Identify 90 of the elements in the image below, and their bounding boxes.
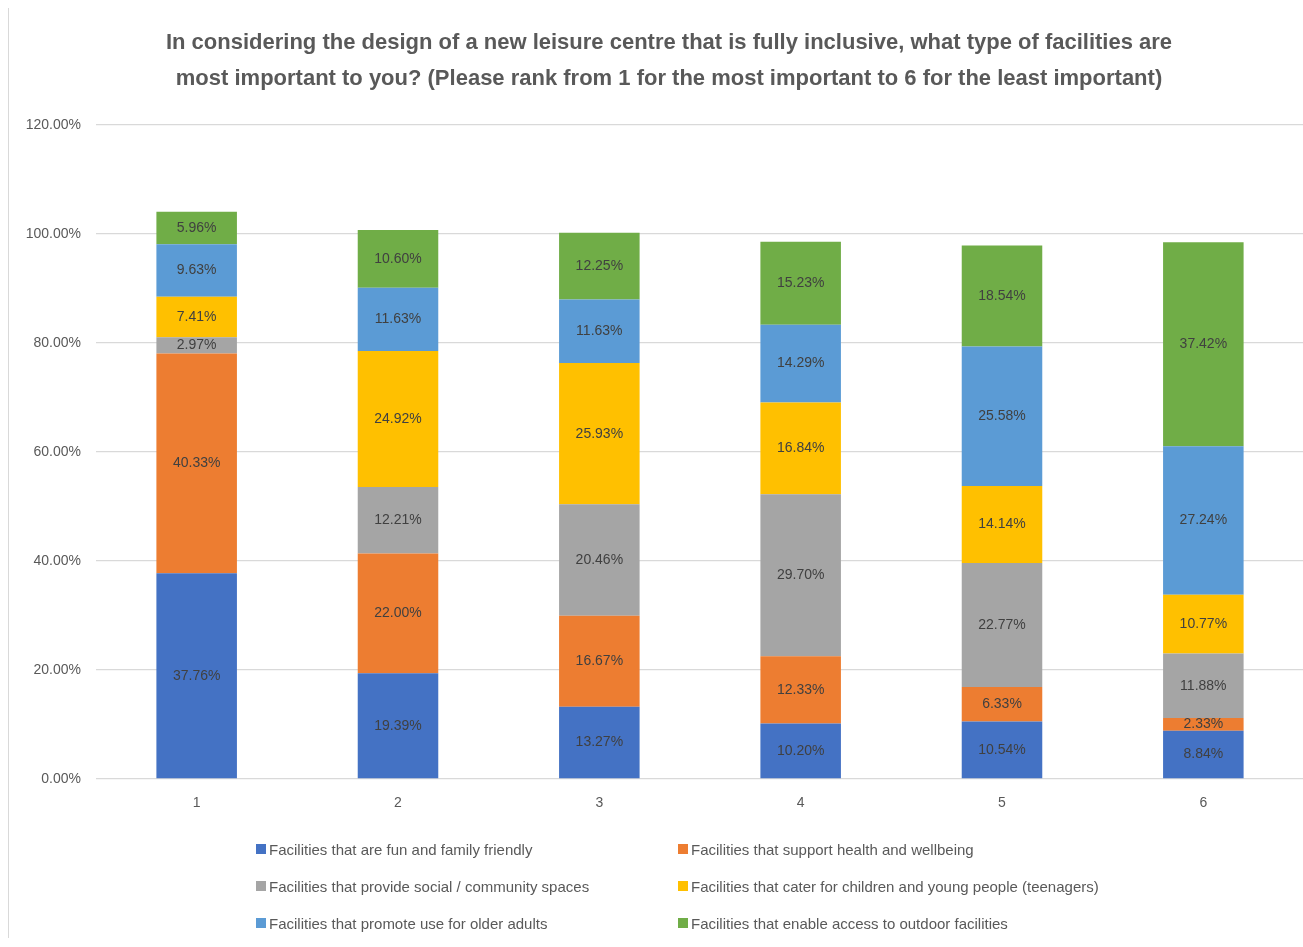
bar bbox=[760, 402, 841, 495]
bar bbox=[156, 353, 237, 574]
bar bbox=[961, 687, 1043, 722]
bar bbox=[559, 299, 640, 363]
bar bbox=[357, 351, 439, 487]
bar bbox=[559, 615, 640, 707]
bar bbox=[1163, 653, 1244, 719]
data-label: 12.21% bbox=[374, 511, 422, 528]
data-label: 6.33% bbox=[982, 695, 1022, 712]
data-label: 10.60% bbox=[374, 249, 422, 266]
bar bbox=[760, 494, 841, 657]
data-label: 10.77% bbox=[1179, 614, 1228, 631]
data-label: 14.29% bbox=[776, 354, 825, 371]
data-label: 10.54% bbox=[978, 740, 1026, 757]
y-tick-label: 20.00% bbox=[33, 660, 81, 677]
y-tick-label: 0.00% bbox=[41, 769, 81, 786]
data-label: 11.63% bbox=[374, 310, 422, 327]
data-label: 9.63% bbox=[176, 261, 217, 278]
data-label: 20.46% bbox=[575, 550, 624, 567]
data-label: 18.54% bbox=[978, 286, 1026, 303]
data-label: 5.96% bbox=[176, 218, 217, 235]
y-tick-label: 60.00% bbox=[33, 442, 81, 459]
data-label: 2.97% bbox=[176, 336, 217, 353]
legend-label: Facilities that provide social / community spaces bbox=[269, 877, 590, 895]
x-tick-label: 1 bbox=[192, 794, 201, 811]
bar bbox=[1163, 730, 1244, 779]
data-label: 8.84% bbox=[1183, 745, 1224, 762]
data-label: 2.33% bbox=[1183, 715, 1224, 732]
legend-label: Facilities that cater for children and young people (teenagers) bbox=[691, 877, 1099, 895]
data-label: 12.25% bbox=[575, 257, 624, 274]
bar bbox=[1163, 242, 1244, 447]
bar bbox=[156, 573, 237, 779]
bar bbox=[357, 553, 439, 674]
data-label: 37.76% bbox=[172, 666, 221, 683]
bar bbox=[156, 211, 237, 245]
bar bbox=[357, 287, 439, 352]
y-tick-label: 120.00% bbox=[25, 115, 81, 132]
bar bbox=[760, 656, 841, 724]
data-label: 24.92% bbox=[374, 409, 422, 426]
bar bbox=[559, 232, 640, 300]
data-label: 29.70% bbox=[776, 566, 825, 583]
data-label: 25.58% bbox=[978, 407, 1026, 424]
bar bbox=[961, 245, 1043, 347]
data-label: 15.23% bbox=[776, 274, 825, 291]
bar bbox=[961, 562, 1043, 688]
bar bbox=[156, 296, 237, 338]
bar bbox=[357, 486, 439, 554]
y-tick-label: 80.00% bbox=[33, 333, 81, 350]
data-label: 22.00% bbox=[374, 604, 422, 621]
y-tick-label: 100.00% bbox=[25, 224, 81, 241]
bar bbox=[760, 723, 841, 779]
bar bbox=[559, 706, 640, 779]
bar bbox=[760, 324, 841, 403]
data-label: 7.41% bbox=[176, 307, 217, 324]
legend-label: Facilities that enable access to outdoor facilities bbox=[691, 914, 1008, 932]
data-label: 37.42% bbox=[1179, 335, 1228, 352]
x-tick-label: 2 bbox=[394, 794, 403, 811]
data-label: 16.84% bbox=[776, 439, 825, 456]
data-label: 14.14% bbox=[978, 515, 1026, 532]
y-tick-label: 40.00% bbox=[33, 551, 81, 568]
data-label: 11.88% bbox=[1180, 676, 1227, 693]
data-label: 12.33% bbox=[776, 680, 825, 697]
legend-label: Facilities that support health and wellbeing bbox=[691, 840, 974, 858]
data-label: 40.33% bbox=[172, 454, 221, 471]
data-label: 11.63% bbox=[576, 322, 623, 339]
bar bbox=[156, 244, 237, 297]
bar bbox=[1163, 446, 1244, 595]
x-tick-label: 5 bbox=[998, 794, 1007, 811]
data-label: 16.67% bbox=[575, 652, 624, 669]
bar bbox=[357, 229, 439, 288]
bar bbox=[760, 241, 841, 325]
bar bbox=[357, 673, 439, 779]
bar bbox=[559, 504, 640, 616]
bar bbox=[559, 363, 640, 505]
x-tick-label: 3 bbox=[595, 794, 604, 811]
x-tick-label: 6 bbox=[1199, 794, 1208, 811]
data-label: 10.20% bbox=[776, 741, 825, 758]
legend-label: Facilities that are fun and family friendly bbox=[269, 840, 533, 858]
bar bbox=[961, 346, 1043, 486]
chart-title: In considering the design of a new leisure centre that is fully inclusive, what type of facilities are most important to you? (Please rank from 1 for the most important to 6 for the least important) bbox=[164, 28, 1174, 92]
bar bbox=[961, 721, 1043, 779]
data-label: 22.77% bbox=[978, 615, 1026, 632]
data-label: 13.27% bbox=[575, 733, 624, 750]
data-label: 19.39% bbox=[374, 716, 422, 733]
data-label: 27.24% bbox=[1179, 511, 1228, 528]
bar bbox=[961, 485, 1043, 563]
legend-label: Facilities that promote use for older adults bbox=[269, 914, 548, 932]
data-label: 25.93% bbox=[575, 424, 624, 441]
x-tick-label: 4 bbox=[796, 794, 805, 811]
bar bbox=[1163, 594, 1244, 654]
